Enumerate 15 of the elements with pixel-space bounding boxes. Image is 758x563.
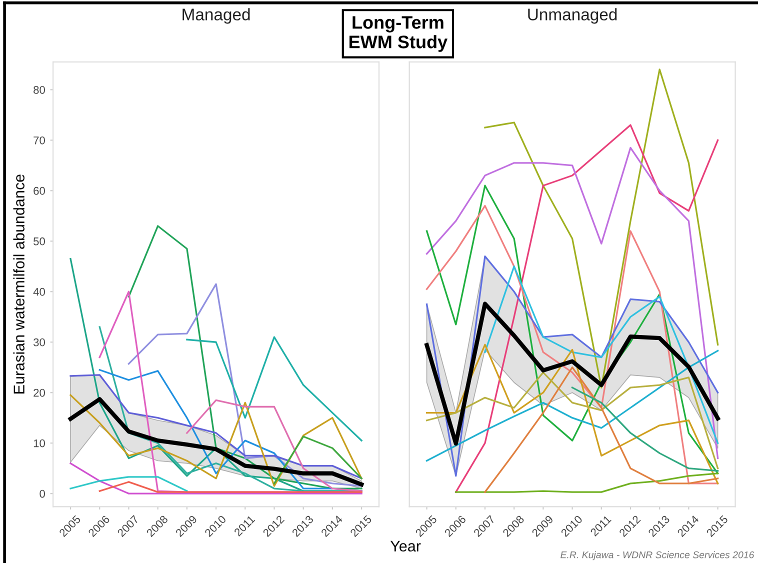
y-tick-label: 20: [34, 388, 45, 397]
chart-subtitle: Unmanaged: [528, 8, 617, 24]
y-axis-title: Eurasian watermilfoil abundance: [13, 174, 24, 394]
y-tick-label: 80: [34, 86, 45, 94]
y-tick-label: 30: [33, 338, 45, 346]
text: E.R. Kujawa - WDNR Science Services 2016: [560, 551, 754, 560]
y-tick-label: 40: [33, 288, 45, 296]
x-axis-title: Year: [390, 540, 421, 552]
y-tick-label: 10: [34, 439, 45, 448]
y-tick-label: 50: [34, 237, 45, 246]
y-tick-label: 70: [34, 136, 45, 144]
chart-subtitle: Managed: [182, 8, 250, 24]
y-tick-label: 60: [34, 186, 45, 195]
chart-title: Long-Term EWM Study: [350, 16, 448, 52]
y-tick-label: 0: [40, 490, 45, 498]
